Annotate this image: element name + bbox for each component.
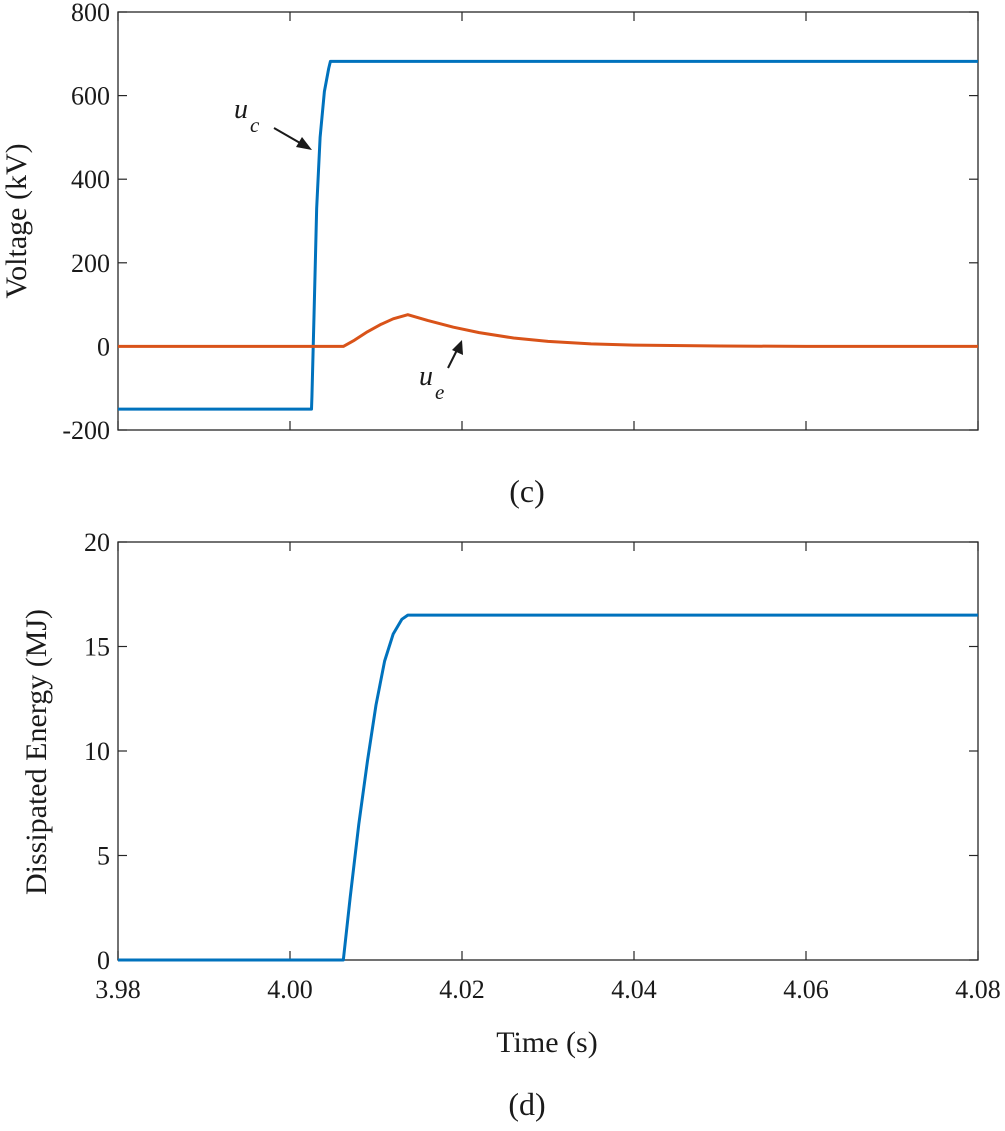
energy-x-tick-label: 4.02 (439, 975, 485, 1004)
voltage-y-tick-label: 600 (71, 82, 110, 111)
voltage-y-tick-label: 400 (71, 165, 110, 194)
uc-label-base: u (234, 94, 248, 125)
voltage-y-tick-label: 0 (97, 332, 110, 361)
uc-annotation: uc (234, 94, 312, 150)
energy-y-tick-label: 15 (84, 633, 110, 662)
uc-arrow-head (296, 137, 312, 150)
ue-label: ue (419, 361, 444, 404)
energy-x-tick-label: 4.08 (955, 975, 1001, 1004)
energy-y-tick-label: 5 (97, 842, 110, 871)
voltage-caption: (c) (509, 473, 545, 509)
voltage-series-u-e (118, 313, 978, 348)
energy-x-tick-label: 4.04 (611, 975, 657, 1004)
energy-plot-area (117, 541, 979, 961)
voltage-series-u-c (118, 59, 978, 411)
energy-y-tick-label: 0 (97, 946, 110, 975)
uc-label-sub: c (250, 113, 260, 137)
energy-x-tick-label: 4.06 (783, 975, 829, 1004)
voltage-series (118, 59, 978, 411)
voltage-y-tick-label: 200 (71, 249, 110, 278)
voltage-y-axis-label: Voltage (kV) (0, 143, 33, 298)
ue-label-base: u (419, 361, 433, 392)
voltage-plot-area (117, 11, 979, 431)
energy-y-tick-label: 20 (84, 528, 110, 557)
voltage-y-tick-label: -200 (62, 416, 110, 445)
energy-y-axis-label: Dissipated Energy (MJ) (20, 609, 53, 895)
ue-label-sub: e (435, 380, 444, 404)
energy-caption: (d) (508, 1086, 545, 1122)
ue-annotation: ue (419, 340, 463, 404)
energy-x-tick-label: 3.98 (95, 975, 141, 1004)
ue-arrow-head (452, 340, 463, 355)
energy-series (118, 613, 978, 962)
energy-x-tick-label: 4.00 (267, 975, 313, 1004)
voltage-axis-ticks: -200 0 200 400 600 800 (62, 0, 979, 445)
energy-chart: 3.98 4.00 4.02 4.04 4.06 4.08 0 5 10 15 20 Dissipa… (20, 528, 1001, 1122)
uc-label: uc (234, 94, 260, 137)
energy-y-tick-label: 10 (84, 737, 110, 766)
energy-axis-ticks: 3.98 4.00 4.02 4.04 4.06 4.08 0 5 10 15 20 (84, 528, 1001, 1004)
energy-x-axis-label: Time (s) (496, 1026, 597, 1059)
voltage-y-tick-label: 800 (71, 0, 110, 27)
energy-series-dissipated-energy (118, 613, 978, 962)
